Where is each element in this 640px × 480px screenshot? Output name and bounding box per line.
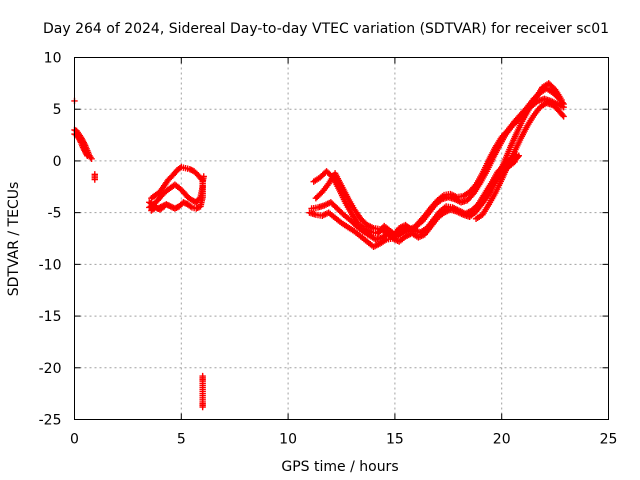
chart-title: Day 264 of 2024, Sidereal Day-to-day VTE… <box>43 21 609 37</box>
y-tick-labels: 10 5 0 -5 -10 -15 -20 -25 <box>39 51 62 429</box>
data-point <box>91 176 98 183</box>
x-axis-label: GPS time / hours <box>281 459 398 475</box>
x-tick-label: 20 <box>493 432 511 448</box>
y-tick-label: -20 <box>39 361 62 377</box>
data-point <box>76 137 84 145</box>
data-point <box>159 204 166 211</box>
y-tick-label: -15 <box>39 309 62 325</box>
x-tick-labels: 0 5 10 15 20 25 <box>70 432 617 448</box>
data-point <box>559 111 566 119</box>
data-point <box>514 153 521 161</box>
tick-marks <box>74 57 609 420</box>
x-tick-label: 25 <box>600 432 618 448</box>
data-point <box>559 99 566 106</box>
data-point <box>558 96 565 104</box>
plot-frame <box>74 57 609 420</box>
data-point <box>560 100 567 108</box>
x-tick-label: 15 <box>386 432 404 448</box>
data-point <box>199 403 206 411</box>
y-tick-label: 10 <box>44 51 62 67</box>
x-tick-label: 5 <box>177 432 186 448</box>
data-point <box>187 203 194 210</box>
data-point <box>88 155 95 163</box>
data-points <box>71 80 567 411</box>
y-tick-label: 5 <box>53 102 62 118</box>
x-tick-label: 0 <box>70 432 79 448</box>
data-point <box>84 152 91 159</box>
y-tick-label: -25 <box>39 413 62 429</box>
data-point <box>560 113 567 120</box>
x-tick-label: 10 <box>279 432 297 448</box>
y-axis-label: SDTVAR / TECUs <box>6 182 22 297</box>
data-point <box>200 173 207 180</box>
y-tick-label: 0 <box>53 154 62 170</box>
data-point <box>515 152 522 159</box>
y-tick-label: -5 <box>48 206 62 222</box>
data-point <box>161 203 168 210</box>
data-point <box>83 151 90 158</box>
y-tick-label: -10 <box>39 257 62 273</box>
